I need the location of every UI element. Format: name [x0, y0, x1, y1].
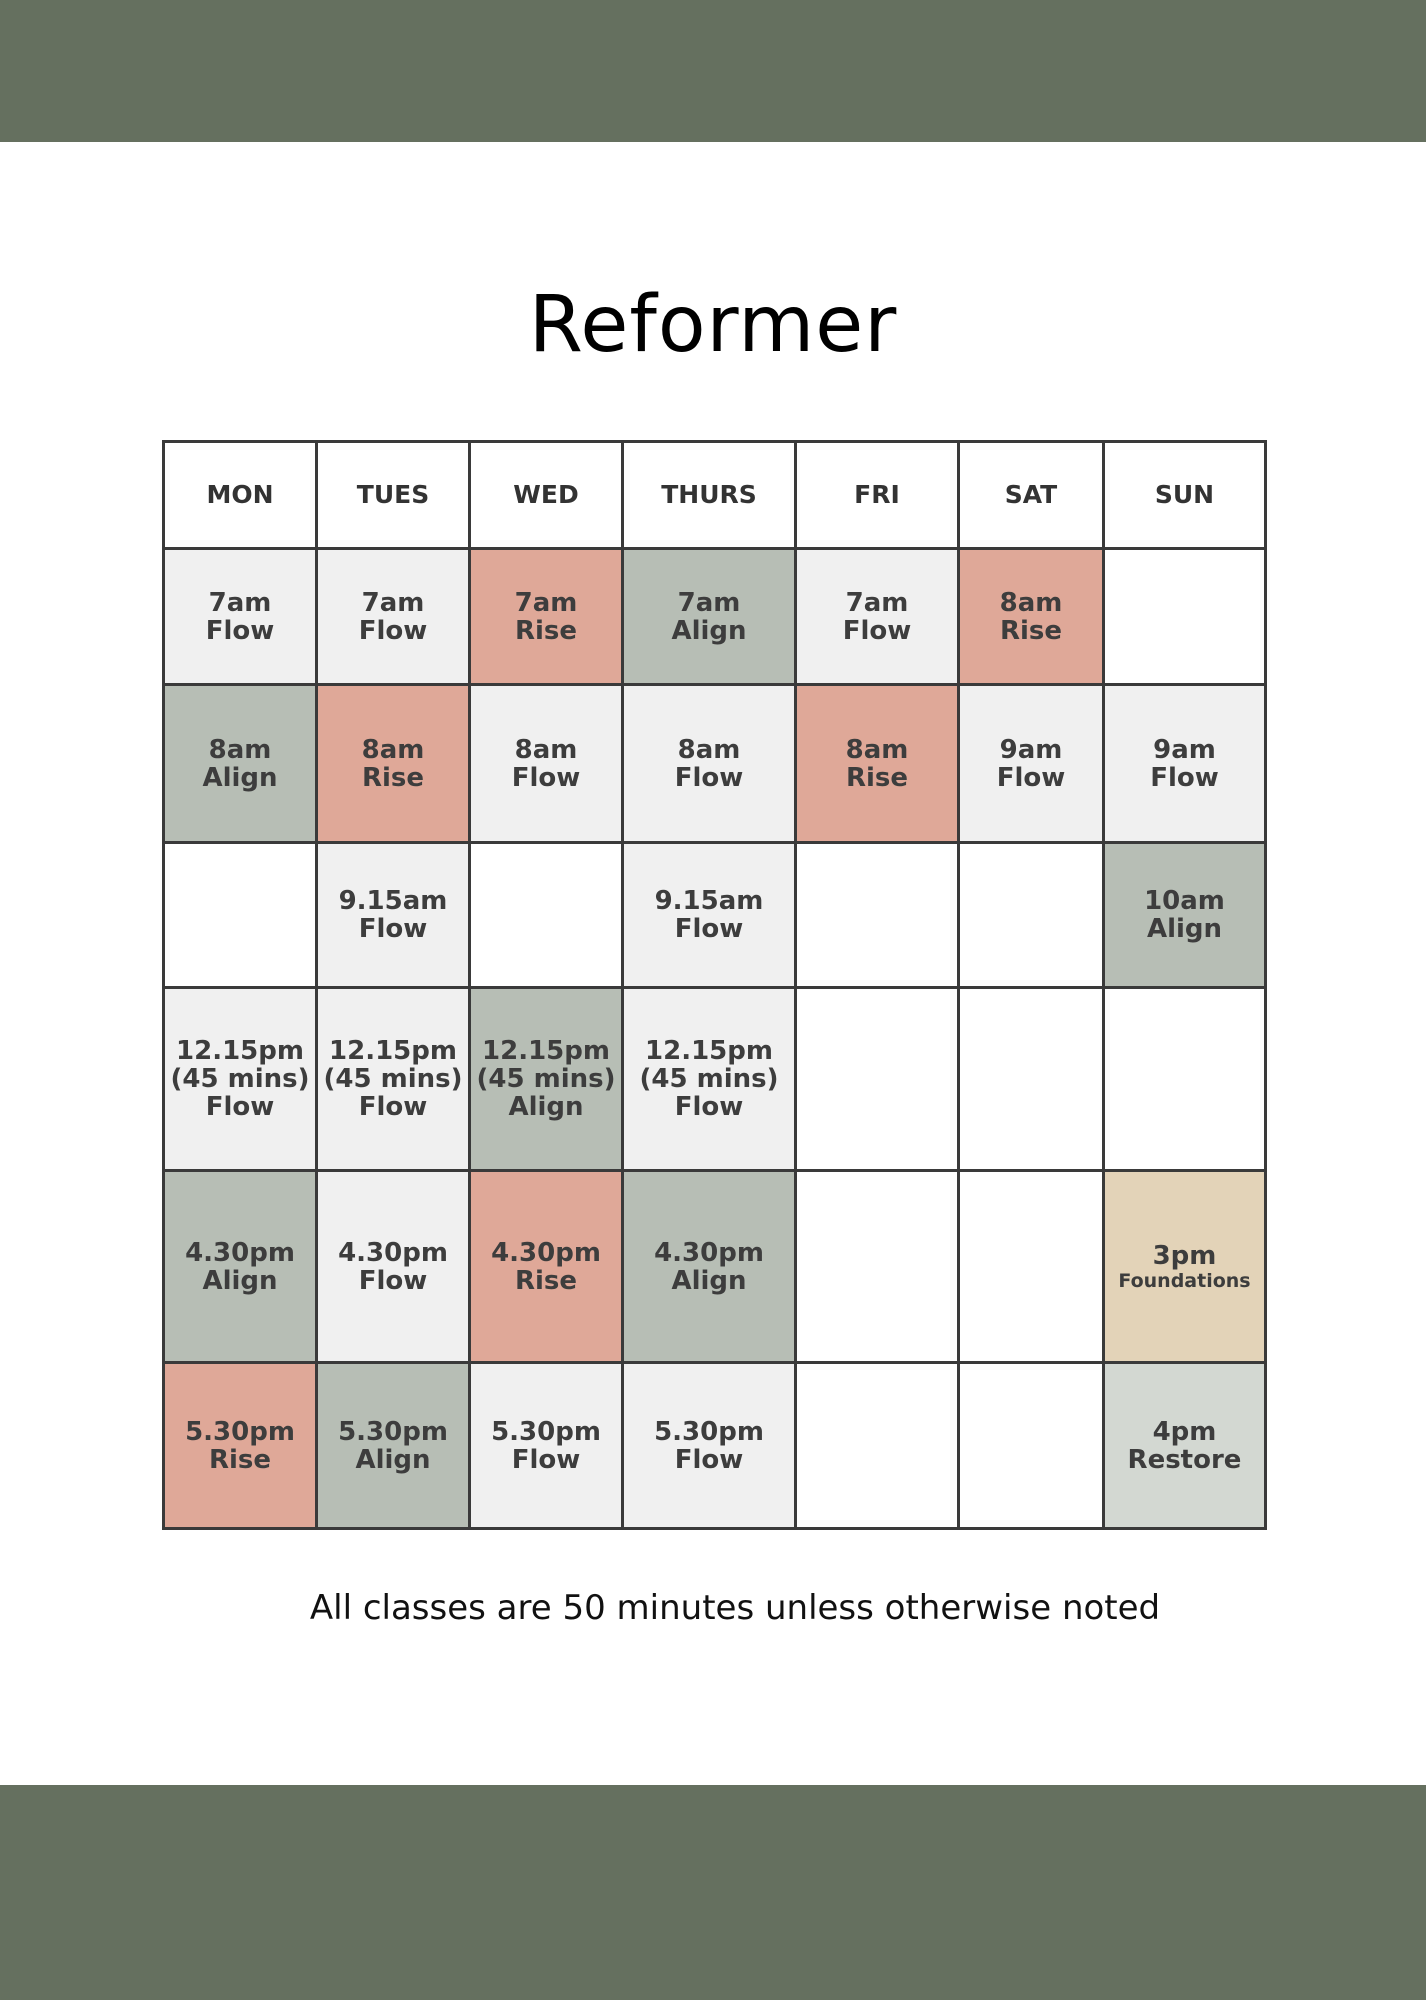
- class-cell: 12.15pm (45 mins) Flow: [621, 986, 797, 1172]
- class-cell: 8am Align: [162, 683, 318, 844]
- class-cell: 8am Flow: [468, 683, 624, 844]
- class-cell: 5.30pm Rise: [162, 1361, 318, 1530]
- class-cell: [957, 986, 1105, 1172]
- class-cell: 8am Rise: [315, 683, 471, 844]
- schedule-row: 7am Flow 7am Flow 7am Rise 7am Align 7am…: [162, 547, 1267, 686]
- class-cell: [957, 841, 1105, 989]
- class-cell: [794, 1169, 960, 1364]
- day-header: SUN: [1102, 440, 1267, 550]
- schedule-row: 8am Align 8am Rise 8am Flow 8am Flow 8am…: [162, 683, 1267, 844]
- class-cell: 5.30pm Align: [315, 1361, 471, 1530]
- class-cell: [794, 841, 960, 989]
- class-cell: 4.30pm Flow: [315, 1169, 471, 1364]
- day-header: SAT: [957, 440, 1105, 550]
- class-cell: 9.15am Flow: [315, 841, 471, 989]
- class-cell: 4.30pm Rise: [468, 1169, 624, 1364]
- day-header: FRI: [794, 440, 960, 550]
- class-cell: 7am Flow: [315, 547, 471, 686]
- class-cell: 10am Align: [1102, 841, 1267, 989]
- class-cell: 9.15am Flow: [621, 841, 797, 989]
- footnote: All classes are 50 minutes unless otherw…: [309, 1588, 1161, 1628]
- page-title: Reformer: [528, 280, 898, 370]
- class-cell: 8am Flow: [621, 683, 797, 844]
- schedule-row: 9.15am Flow 9.15am Flow 10am Align: [162, 841, 1267, 989]
- header-row: MON TUES WED THURS FRI SAT SUN: [162, 440, 1267, 550]
- class-cell: 7am Rise: [468, 547, 624, 686]
- class-cell: [957, 1169, 1105, 1364]
- class-cell: 4pm Restore: [1102, 1361, 1267, 1530]
- class-cell: [957, 1361, 1105, 1530]
- day-header: TUES: [315, 440, 471, 550]
- class-cell: 12.15pm (45 mins) Flow: [315, 986, 471, 1172]
- class-cell: 8am Rise: [957, 547, 1105, 686]
- class-cell: 7am Align: [621, 547, 797, 686]
- class-subtitle: Foundations: [1118, 1269, 1251, 1292]
- class-cell: 12.15pm (45 mins) Flow: [162, 986, 318, 1172]
- class-cell: [162, 841, 318, 989]
- class-cell: [1102, 547, 1267, 686]
- schedule-row: 12.15pm (45 mins) Flow 12.15pm (45 mins)…: [162, 986, 1267, 1172]
- class-cell: 3pm Foundations: [1102, 1169, 1267, 1364]
- class-cell: [794, 1361, 960, 1530]
- class-cell: 9am Flow: [1102, 683, 1267, 844]
- schedule-table: MON TUES WED THURS FRI SAT SUN 7am Flow …: [162, 440, 1267, 1530]
- schedule-row: 5.30pm Rise 5.30pm Align 5.30pm Flow 5.3…: [162, 1361, 1267, 1530]
- class-cell: 8am Rise: [794, 683, 960, 844]
- class-cell: [468, 841, 624, 989]
- class-cell: 12.15pm (45 mins) Align: [468, 986, 624, 1172]
- class-cell: 5.30pm Flow: [468, 1361, 624, 1530]
- class-cell: 7am Flow: [794, 547, 960, 686]
- schedule-row: 4.30pm Align 4.30pm Flow 4.30pm Rise 4.3…: [162, 1169, 1267, 1364]
- class-time: 3pm: [1152, 1240, 1217, 1271]
- class-cell: [794, 986, 960, 1172]
- class-cell: 9am Flow: [957, 683, 1105, 844]
- bottom-band: [0, 1785, 1426, 2000]
- class-cell: 7am Flow: [162, 547, 318, 686]
- day-header: THURS: [621, 440, 797, 550]
- class-cell: 5.30pm Flow: [621, 1361, 797, 1530]
- class-cell: 4.30pm Align: [621, 1169, 797, 1364]
- class-cell: 4.30pm Align: [162, 1169, 318, 1364]
- class-cell: [1102, 986, 1267, 1172]
- day-header: WED: [468, 440, 624, 550]
- day-header: MON: [162, 440, 318, 550]
- top-band: [0, 0, 1426, 142]
